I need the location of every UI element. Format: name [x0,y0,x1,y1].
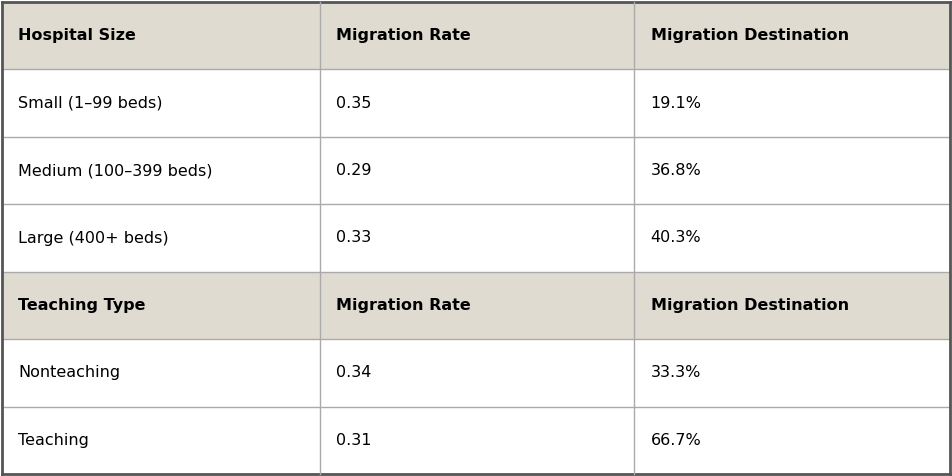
Text: Hospital Size: Hospital Size [18,28,136,43]
Bar [320,339,634,407]
Bar [320,2,634,69]
Text: Teaching Type: Teaching Type [18,298,146,313]
Bar [2,204,320,272]
Text: 40.3%: 40.3% [650,230,702,246]
Text: 0.31: 0.31 [336,433,371,448]
Text: Migration Destination: Migration Destination [650,28,849,43]
Bar [2,2,320,69]
Text: Medium (100–399 beds): Medium (100–399 beds) [18,163,213,178]
Bar [2,69,320,137]
Text: 0.29: 0.29 [336,163,371,178]
Text: 19.1%: 19.1% [650,96,702,110]
Bar [2,137,320,204]
Bar [634,204,950,272]
Text: Migration Destination: Migration Destination [650,298,849,313]
Bar [2,407,320,474]
Bar [320,272,634,339]
Text: Migration Rate: Migration Rate [336,28,470,43]
Text: Small (1–99 beds): Small (1–99 beds) [18,96,163,110]
Bar [320,137,634,204]
Text: Migration Rate: Migration Rate [336,298,470,313]
Text: Large (400+ beds): Large (400+ beds) [18,230,169,246]
Bar [320,407,634,474]
Text: 36.8%: 36.8% [650,163,702,178]
Text: 0.33: 0.33 [336,230,371,246]
Text: 0.35: 0.35 [336,96,371,110]
Bar [634,137,950,204]
Bar [634,272,950,339]
Bar [320,204,634,272]
Text: 0.34: 0.34 [336,366,371,380]
Text: Teaching: Teaching [18,433,89,448]
Bar [634,339,950,407]
Text: 66.7%: 66.7% [650,433,702,448]
Bar [634,407,950,474]
Text: 33.3%: 33.3% [650,366,701,380]
Bar [634,2,950,69]
Bar [634,69,950,137]
Text: Nonteaching: Nonteaching [18,366,121,380]
Bar [320,69,634,137]
Bar [2,339,320,407]
Bar [2,272,320,339]
